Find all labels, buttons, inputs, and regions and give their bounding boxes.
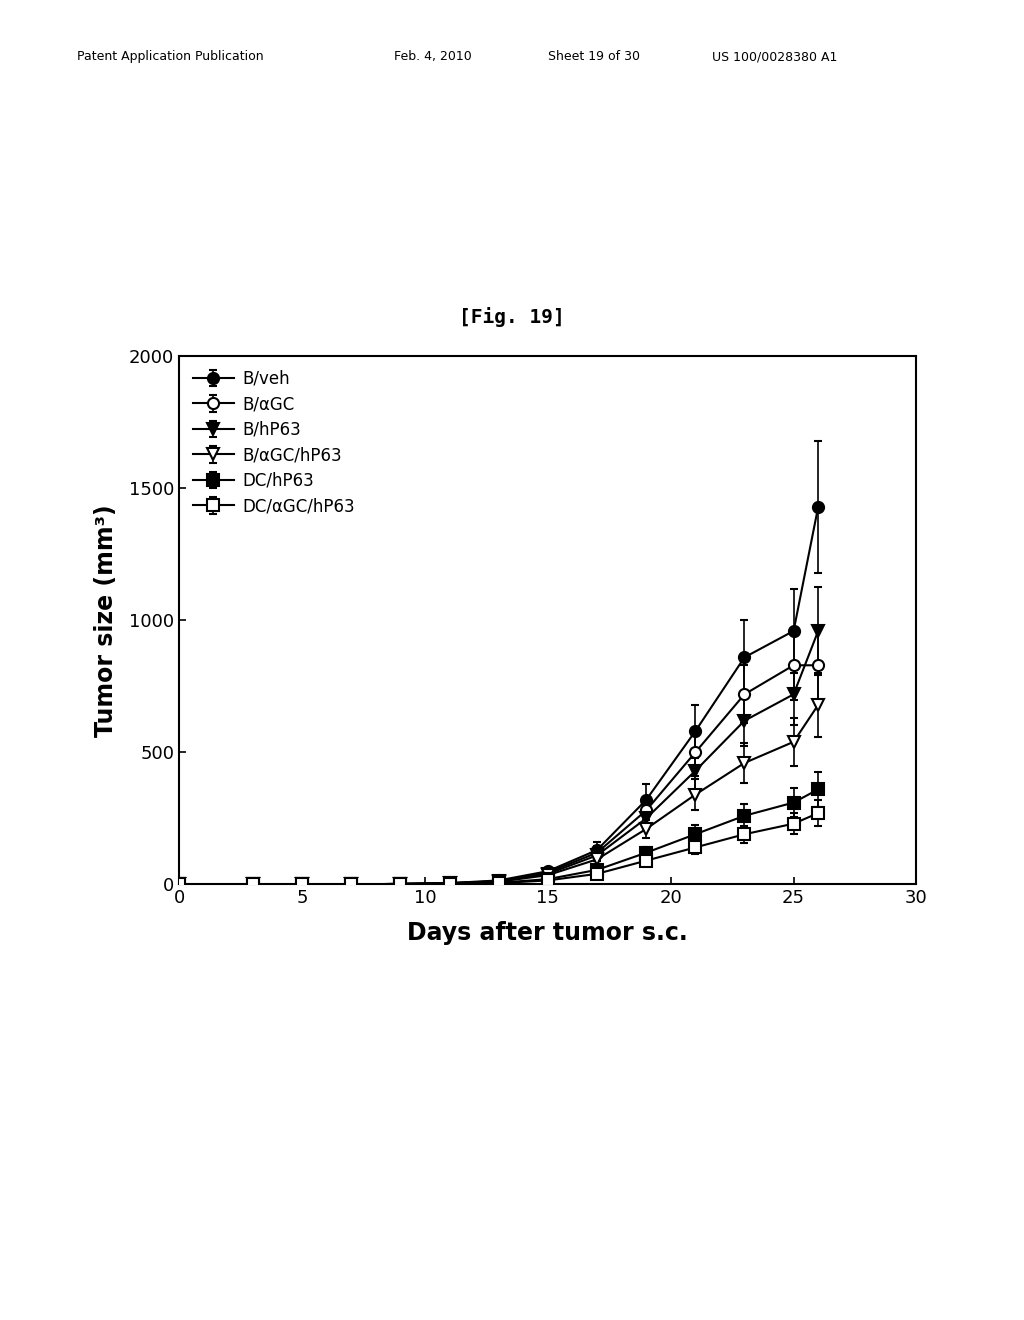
Text: Patent Application Publication: Patent Application Publication: [77, 50, 263, 63]
Text: Sheet 19 of 30: Sheet 19 of 30: [548, 50, 640, 63]
Legend: B/veh, B/αGC, B/hP63, B/αGC/hP63, DC/hP63, DC/αGC/hP63: B/veh, B/αGC, B/hP63, B/αGC/hP63, DC/hP6…: [187, 364, 360, 520]
Text: [Fig. 19]: [Fig. 19]: [459, 306, 565, 327]
Text: Feb. 4, 2010: Feb. 4, 2010: [394, 50, 472, 63]
Text: US 100/0028380 A1: US 100/0028380 A1: [712, 50, 837, 63]
Y-axis label: Tumor size (mm³): Tumor size (mm³): [94, 504, 118, 737]
X-axis label: Days after tumor s.c.: Days after tumor s.c.: [408, 921, 688, 945]
